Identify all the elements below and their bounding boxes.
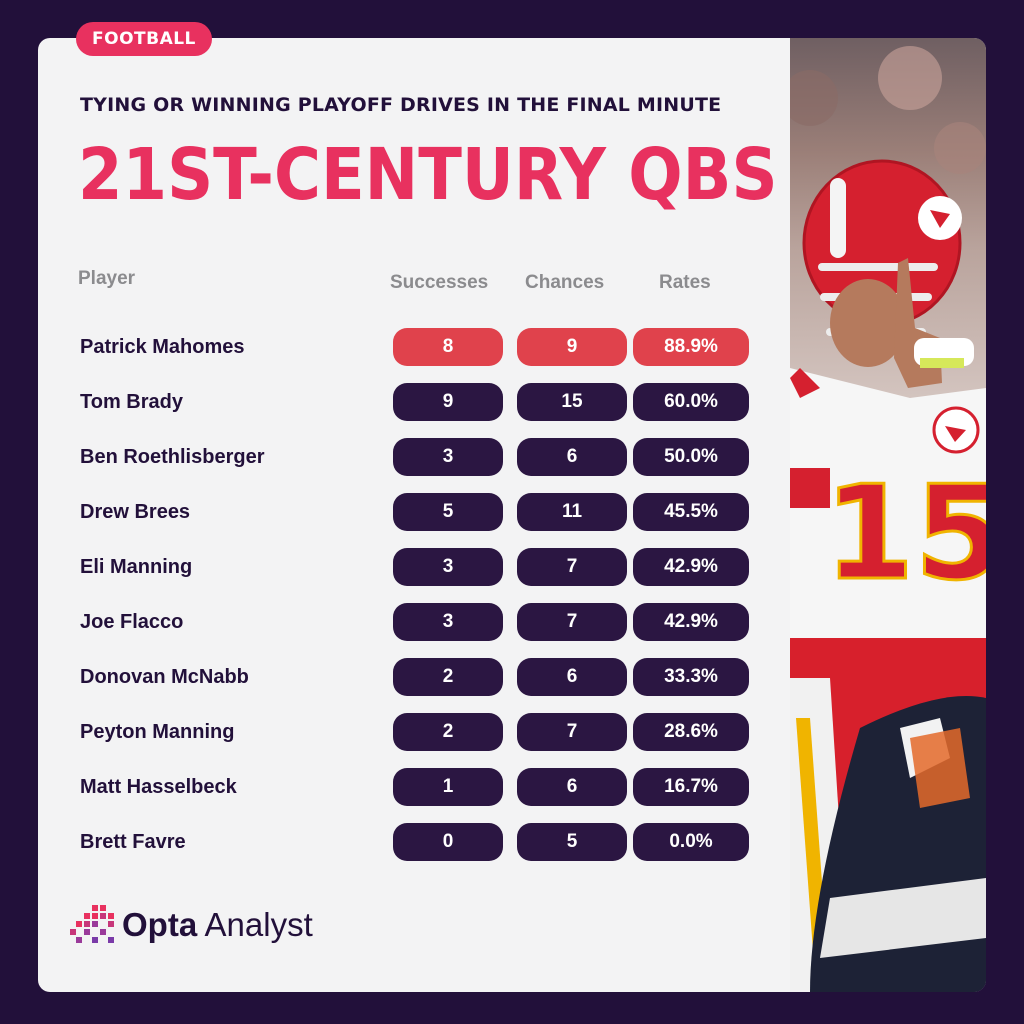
brand-name: Opta Analyst: [122, 906, 313, 944]
opta-logo-icon: [70, 905, 114, 943]
svg-text:15: 15: [824, 457, 986, 609]
col-header-chances: Chances: [525, 272, 605, 293]
col-header-rates: Rates: [659, 272, 711, 293]
rate-pill: 0.0%: [633, 823, 749, 861]
chances-pill: 11: [517, 493, 627, 531]
brand-name-strong: Opta: [122, 906, 198, 943]
chances-pill: 6: [517, 768, 627, 806]
chances-pill: 7: [517, 548, 627, 586]
player-name: Drew Brees: [80, 501, 191, 523]
chances-pill: 6: [517, 438, 627, 476]
rate-pill: 42.9%: [633, 548, 749, 586]
category-tag: FOOTBALL: [76, 22, 212, 56]
chart-title: 21ST-CENTURY QBS: [78, 134, 778, 217]
successes-pill: 2: [393, 713, 503, 751]
successes-pill: 9: [393, 383, 503, 421]
rate-pill: 33.3%: [633, 658, 749, 696]
chances-pill: 7: [517, 713, 627, 751]
successes-pill: 3: [393, 548, 503, 586]
chances-pill: 5: [517, 823, 627, 861]
player-name: Joe Flacco: [80, 611, 184, 633]
chances-pill: 15: [517, 383, 627, 421]
brand-name-light: Analyst: [197, 906, 313, 943]
successes-pill: 3: [393, 603, 503, 641]
player-name: Matt Hasselbeck: [80, 776, 237, 798]
rate-pill: 88.9%: [633, 328, 749, 366]
chances-pill: 9: [517, 328, 627, 366]
player-name: Donovan McNabb: [80, 666, 249, 688]
successes-pill: 0: [393, 823, 503, 861]
successes-pill: 1: [393, 768, 503, 806]
successes-pill: 8: [393, 328, 503, 366]
player-name: Patrick Mahomes: [80, 336, 245, 358]
rate-pill: 16.7%: [633, 768, 749, 806]
chart-subtitle: TYING OR WINNING PLAYOFF DRIVES IN THE F…: [80, 94, 722, 116]
successes-pill: 2: [393, 658, 503, 696]
successes-pill: 5: [393, 493, 503, 531]
quarterback-illustration: 15: [790, 46, 986, 992]
player-name: Tom Brady: [80, 391, 183, 413]
player-name: Peyton Manning: [80, 721, 235, 743]
successes-pill: 3: [393, 438, 503, 476]
col-header-successes: Successes: [390, 272, 489, 293]
rate-pill: 50.0%: [633, 438, 749, 476]
col-header-player: Player: [78, 268, 136, 289]
rate-pill: 45.5%: [633, 493, 749, 531]
rate-pill: 28.6%: [633, 713, 749, 751]
player-name: Eli Manning: [80, 556, 193, 578]
player-name: Ben Roethlisberger: [80, 446, 265, 468]
player-photo: 15: [790, 38, 986, 992]
chances-pill: 7: [517, 603, 627, 641]
content-card: 15: [38, 38, 986, 992]
player-name: Brett Favre: [80, 831, 186, 853]
rate-pill: 42.9%: [633, 603, 749, 641]
chances-pill: 6: [517, 658, 627, 696]
rate-pill: 60.0%: [633, 383, 749, 421]
